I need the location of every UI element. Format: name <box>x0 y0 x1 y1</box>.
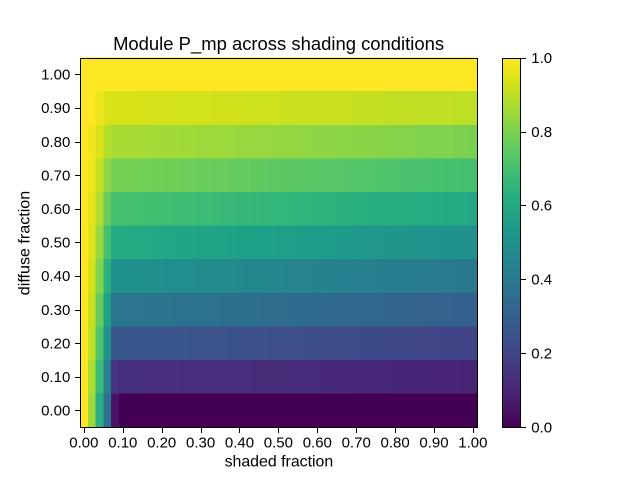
svg-text:0.30: 0.30 <box>186 435 215 452</box>
svg-text:0.90: 0.90 <box>419 435 448 452</box>
svg-text:1.00: 1.00 <box>41 67 70 84</box>
svg-text:0.80: 0.80 <box>381 435 410 452</box>
svg-text:0.40: 0.40 <box>225 435 254 452</box>
svg-text:0.70: 0.70 <box>41 167 70 184</box>
svg-text:0.30: 0.30 <box>41 302 70 319</box>
svg-text:0.00: 0.00 <box>41 403 70 420</box>
svg-text:0.4: 0.4 <box>531 272 552 289</box>
svg-text:0.60: 0.60 <box>41 201 70 218</box>
svg-text:0.20: 0.20 <box>41 335 70 352</box>
svg-text:0.8: 0.8 <box>531 124 552 141</box>
svg-text:Module P_mp across shading con: Module P_mp across shading conditions <box>113 33 444 55</box>
svg-text:0.00: 0.00 <box>69 435 98 452</box>
svg-text:diffuse fraction: diffuse fraction <box>16 191 34 295</box>
svg-text:0.80: 0.80 <box>41 134 70 151</box>
svg-text:0.40: 0.40 <box>41 268 70 285</box>
svg-text:0.0: 0.0 <box>531 420 552 437</box>
svg-text:0.50: 0.50 <box>264 435 293 452</box>
svg-text:shaded fraction: shaded fraction <box>225 454 334 471</box>
svg-text:0.20: 0.20 <box>147 435 176 452</box>
svg-text:0.70: 0.70 <box>342 435 371 452</box>
svg-text:0.10: 0.10 <box>41 369 70 386</box>
svg-text:1.0: 1.0 <box>531 50 552 67</box>
svg-text:0.60: 0.60 <box>303 435 332 452</box>
svg-text:0.10: 0.10 <box>108 435 137 452</box>
svg-text:0.2: 0.2 <box>531 346 552 363</box>
svg-text:0.50: 0.50 <box>41 235 70 252</box>
svg-text:1.00: 1.00 <box>458 435 487 452</box>
svg-text:0.6: 0.6 <box>531 198 552 215</box>
svg-text:0.90: 0.90 <box>41 100 70 117</box>
